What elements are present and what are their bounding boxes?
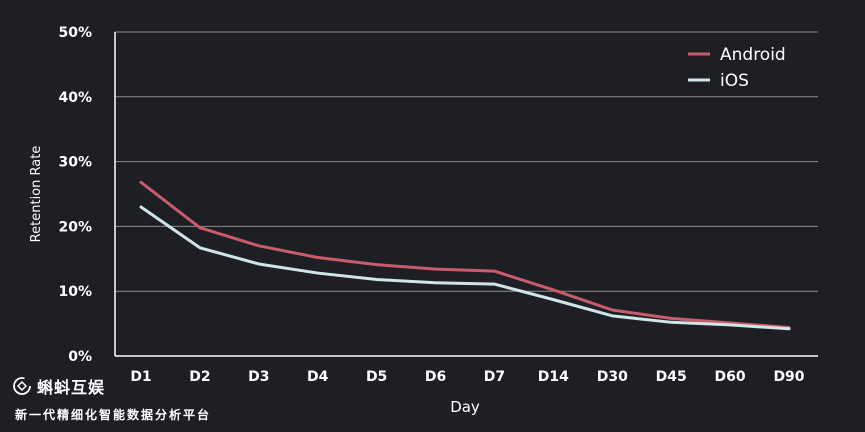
logo-icon <box>13 377 31 395</box>
x-axis-title: Day <box>450 398 480 416</box>
watermark: 蝌蚪互娱 新一代精细化智能数据分析平台 <box>12 374 211 423</box>
y-tick-label: 0% <box>68 349 92 365</box>
y-axis-title: Retention Rate <box>29 146 44 243</box>
y-tick-labels: 0% 10% 20% 30% 40% 50% <box>58 25 92 365</box>
x-tick-label: D4 <box>307 369 329 385</box>
x-tick-label: D90 <box>773 369 804 385</box>
y-tick-label: 40% <box>58 90 92 106</box>
x-tick-label: D6 <box>425 369 446 385</box>
series-line-android <box>139 180 791 329</box>
y-tick-label: 30% <box>58 155 92 171</box>
y-tick-label: 50% <box>58 25 92 41</box>
legend: Android iOS <box>688 45 786 91</box>
gridlines <box>115 31 818 292</box>
x-tick-label: D60 <box>715 369 746 385</box>
watermark-brand: 蝌蚪互娱 <box>37 378 106 397</box>
x-tick-label: D30 <box>597 369 628 385</box>
x-tick-label: D14 <box>538 369 569 385</box>
axes <box>114 32 818 357</box>
series-lines <box>139 180 791 331</box>
x-tick-label: D3 <box>248 369 269 385</box>
y-tick-label: 10% <box>58 284 92 300</box>
x-tick-label: D5 <box>366 369 387 385</box>
x-tick-label: D7 <box>484 369 505 385</box>
y-tick-label: 20% <box>58 219 92 235</box>
x-tick-label: D2 <box>189 369 210 385</box>
legend-label-android: Android <box>720 45 786 65</box>
watermark-subtitle: 新一代精细化智能数据分析平台 <box>15 408 212 422</box>
series-line-ios <box>139 205 791 331</box>
x-tick-label: D45 <box>656 369 687 385</box>
x-tick-label: D1 <box>130 369 151 385</box>
x-tick-labels: D1 D2 D3 D4 D5 D6 D7 D14 D30 D45 D60 D90 <box>130 369 804 385</box>
legend-label-ios: iOS <box>720 71 749 91</box>
